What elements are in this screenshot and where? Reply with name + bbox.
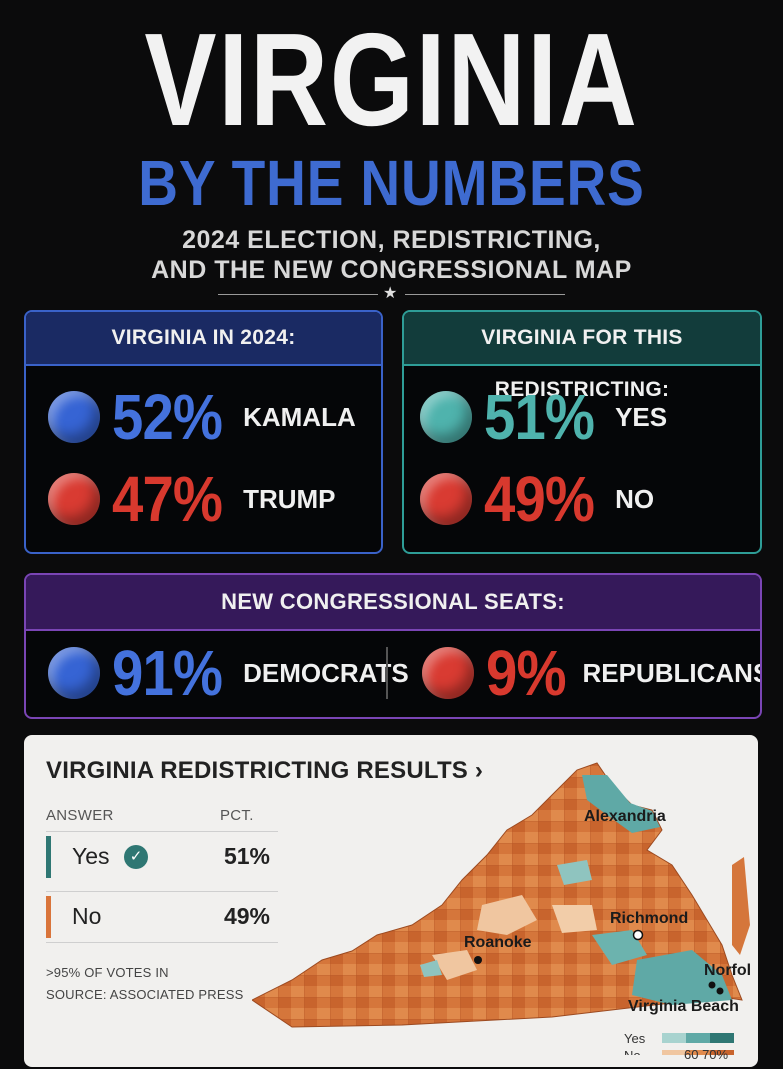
no-pct: 49% bbox=[484, 463, 595, 535]
yes-row: 51% YES bbox=[420, 381, 668, 453]
legend-no-label: No bbox=[624, 1048, 641, 1055]
election-2024-heading: VIRGINIA IN 2024: bbox=[26, 312, 381, 366]
roanoke-label: Roanoke bbox=[464, 934, 532, 951]
legend-swatch bbox=[686, 1050, 710, 1055]
republicans-pct: 9% bbox=[486, 637, 567, 709]
no-color-bar bbox=[46, 896, 51, 938]
yes-color-bar bbox=[46, 836, 51, 878]
trump-row: 47% TRUMP bbox=[48, 463, 336, 535]
checkmark-icon: ✓ bbox=[124, 845, 148, 869]
republicans-row: 9% REPUBLICANS bbox=[422, 637, 762, 709]
virginia-map: Alexandria Richmond Roanoke Norfolk Virg… bbox=[252, 762, 752, 1055]
legend-swatch bbox=[710, 1050, 734, 1055]
redistricting-panel: VIRGINIA FOR THIS REDISTRICTING: 51% YES… bbox=[402, 310, 762, 554]
pct-column-header: PCT. bbox=[220, 807, 254, 824]
tagline-line-2: AND THE NEW CONGRESSIONAL MAP bbox=[151, 256, 632, 284]
yes-region-central bbox=[557, 860, 592, 885]
no-pct-value: 49% bbox=[223, 903, 270, 929]
kamala-label: KAMALA bbox=[243, 401, 356, 432]
divider-left bbox=[218, 294, 378, 295]
divider-right bbox=[405, 294, 565, 295]
seats-divider bbox=[386, 647, 388, 699]
tan-region bbox=[552, 905, 597, 933]
legend-swatch bbox=[662, 1050, 686, 1055]
answer-column-header: ANSWER bbox=[46, 807, 114, 824]
trump-pct: 47% bbox=[112, 463, 223, 535]
table-row: No 49% bbox=[46, 891, 278, 943]
yes-region-hampton bbox=[632, 950, 732, 1005]
kamala-pct: 52% bbox=[112, 381, 223, 453]
tagline-line-1: 2024 ELECTION, REDISTRICTING, bbox=[182, 226, 601, 254]
yes-label: YES bbox=[615, 401, 668, 432]
alexandria-label: Alexandria bbox=[584, 808, 666, 825]
seats-panel: NEW CONGRESSIONAL SEATS: 91% DEMOCRATS 9… bbox=[24, 573, 762, 719]
page-title: VIRGINIA bbox=[144, 6, 639, 153]
page-subtitle: BY THE NUMBERS bbox=[138, 147, 645, 219]
kamala-row: 52% KAMALA bbox=[48, 381, 356, 453]
eastern-shore bbox=[732, 857, 750, 955]
source-note: SOURCE: ASSOCIATED PRESS bbox=[46, 987, 244, 1002]
legend-yes-label: Yes bbox=[624, 1031, 646, 1046]
legend-swatch bbox=[686, 1033, 710, 1043]
blue-dot-icon bbox=[48, 647, 100, 699]
richmond-marker bbox=[632, 929, 644, 941]
democrats-label: DEMOCRATS bbox=[243, 657, 409, 688]
teal-dot-icon bbox=[420, 391, 472, 443]
blue-dot-icon bbox=[48, 391, 100, 443]
no-label: NO bbox=[615, 483, 655, 514]
norfolk-marker bbox=[708, 981, 716, 989]
yes-region-richmond bbox=[592, 930, 647, 965]
republicans-label: REPUBLICANS bbox=[582, 657, 762, 688]
yes-pct-value: 51% bbox=[223, 843, 270, 869]
seats-heading: NEW CONGRESSIONAL SEATS: bbox=[26, 575, 760, 631]
yes-region-northern bbox=[582, 775, 660, 833]
red-dot-icon bbox=[48, 473, 100, 525]
no-row: 49% NO bbox=[420, 463, 655, 535]
votes-in-note: >95% OF VOTES IN bbox=[46, 965, 169, 980]
yes-region-west bbox=[420, 960, 442, 977]
virginia-beach-marker bbox=[716, 987, 724, 995]
results-title-link[interactable]: VIRGINIA REDISTRICTING RESULTS › bbox=[46, 757, 484, 784]
results-card: VIRGINIA REDISTRICTING RESULTS › ANSWER … bbox=[24, 735, 758, 1067]
no-answer: No bbox=[72, 903, 102, 929]
virginia-beach-label: Virginia Beach bbox=[628, 998, 739, 1015]
star-icon: ★ bbox=[383, 285, 398, 302]
legend-scale: 60 70% bbox=[684, 1047, 729, 1062]
election-2024-panel: VIRGINIA IN 2024: 52% KAMALA 47% TRUMP bbox=[24, 310, 383, 554]
trump-label: TRUMP bbox=[243, 483, 336, 514]
red-dot-icon bbox=[420, 473, 472, 525]
tan-region bbox=[432, 950, 477, 980]
richmond-label: Richmond bbox=[610, 910, 688, 927]
redistricting-heading: VIRGINIA FOR THIS REDISTRICTING: bbox=[404, 312, 760, 401]
norfolk-label: Norfolk bbox=[704, 962, 752, 979]
red-dot-icon bbox=[422, 647, 474, 699]
democrats-pct: 91% bbox=[112, 637, 223, 709]
tan-region bbox=[477, 895, 537, 935]
yes-answer: Yes bbox=[72, 843, 110, 869]
yes-pct: 51% bbox=[484, 381, 595, 453]
legend-swatch bbox=[710, 1033, 734, 1043]
table-row: Yes ✓ 51% bbox=[46, 831, 278, 882]
democrats-row: 91% DEMOCRATS bbox=[48, 637, 409, 709]
roanoke-marker bbox=[474, 956, 482, 964]
legend-swatch bbox=[662, 1033, 686, 1043]
